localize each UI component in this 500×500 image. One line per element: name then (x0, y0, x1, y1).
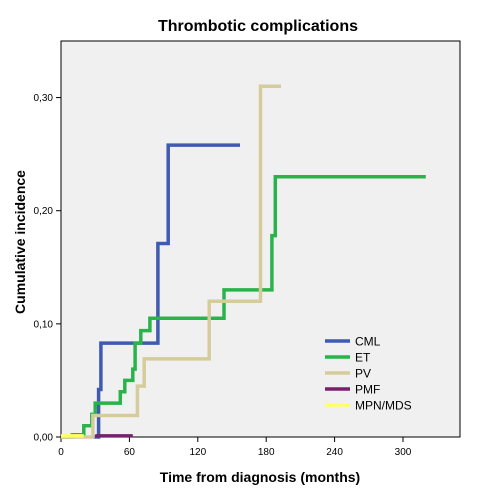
legend-label-pmf: PMF (355, 383, 380, 397)
series-line-et (61, 175, 426, 439)
y-tick-label: 0,30 (34, 93, 54, 104)
x-axis-label: Time from diagnosis (months) (160, 469, 360, 485)
x-tick-label: 180 (258, 447, 275, 458)
y-tick-label: 0,00 (34, 433, 54, 444)
legend: CML ET PV PMF MPN/MDS (325, 335, 412, 413)
x-axis: 0 60 120 180 240 300 (58, 437, 412, 458)
chart-title: Thrombotic complications (158, 18, 358, 35)
legend-label-et: ET (355, 351, 371, 365)
y-axis: 0,00 0,10 0,20 0,30 (34, 93, 61, 444)
y-axis-label: Cumulative incidence (12, 170, 28, 314)
legend-label-pv: PV (355, 367, 371, 381)
series-line-cml (92, 143, 240, 439)
x-tick-label: 120 (189, 447, 206, 458)
x-tick-label: 300 (395, 447, 412, 458)
y-tick-label: 0,20 (34, 206, 54, 217)
x-tick-label: 0 (58, 447, 64, 458)
legend-label-cml: CML (355, 335, 381, 349)
x-tick-label: 240 (326, 447, 343, 458)
legend-label-mpn-mds: MPN/MDS (355, 399, 412, 413)
series-line-pv (61, 84, 281, 439)
series-layer (61, 84, 426, 439)
y-tick-label: 0,10 (34, 319, 54, 330)
x-tick-label: 60 (124, 447, 136, 458)
